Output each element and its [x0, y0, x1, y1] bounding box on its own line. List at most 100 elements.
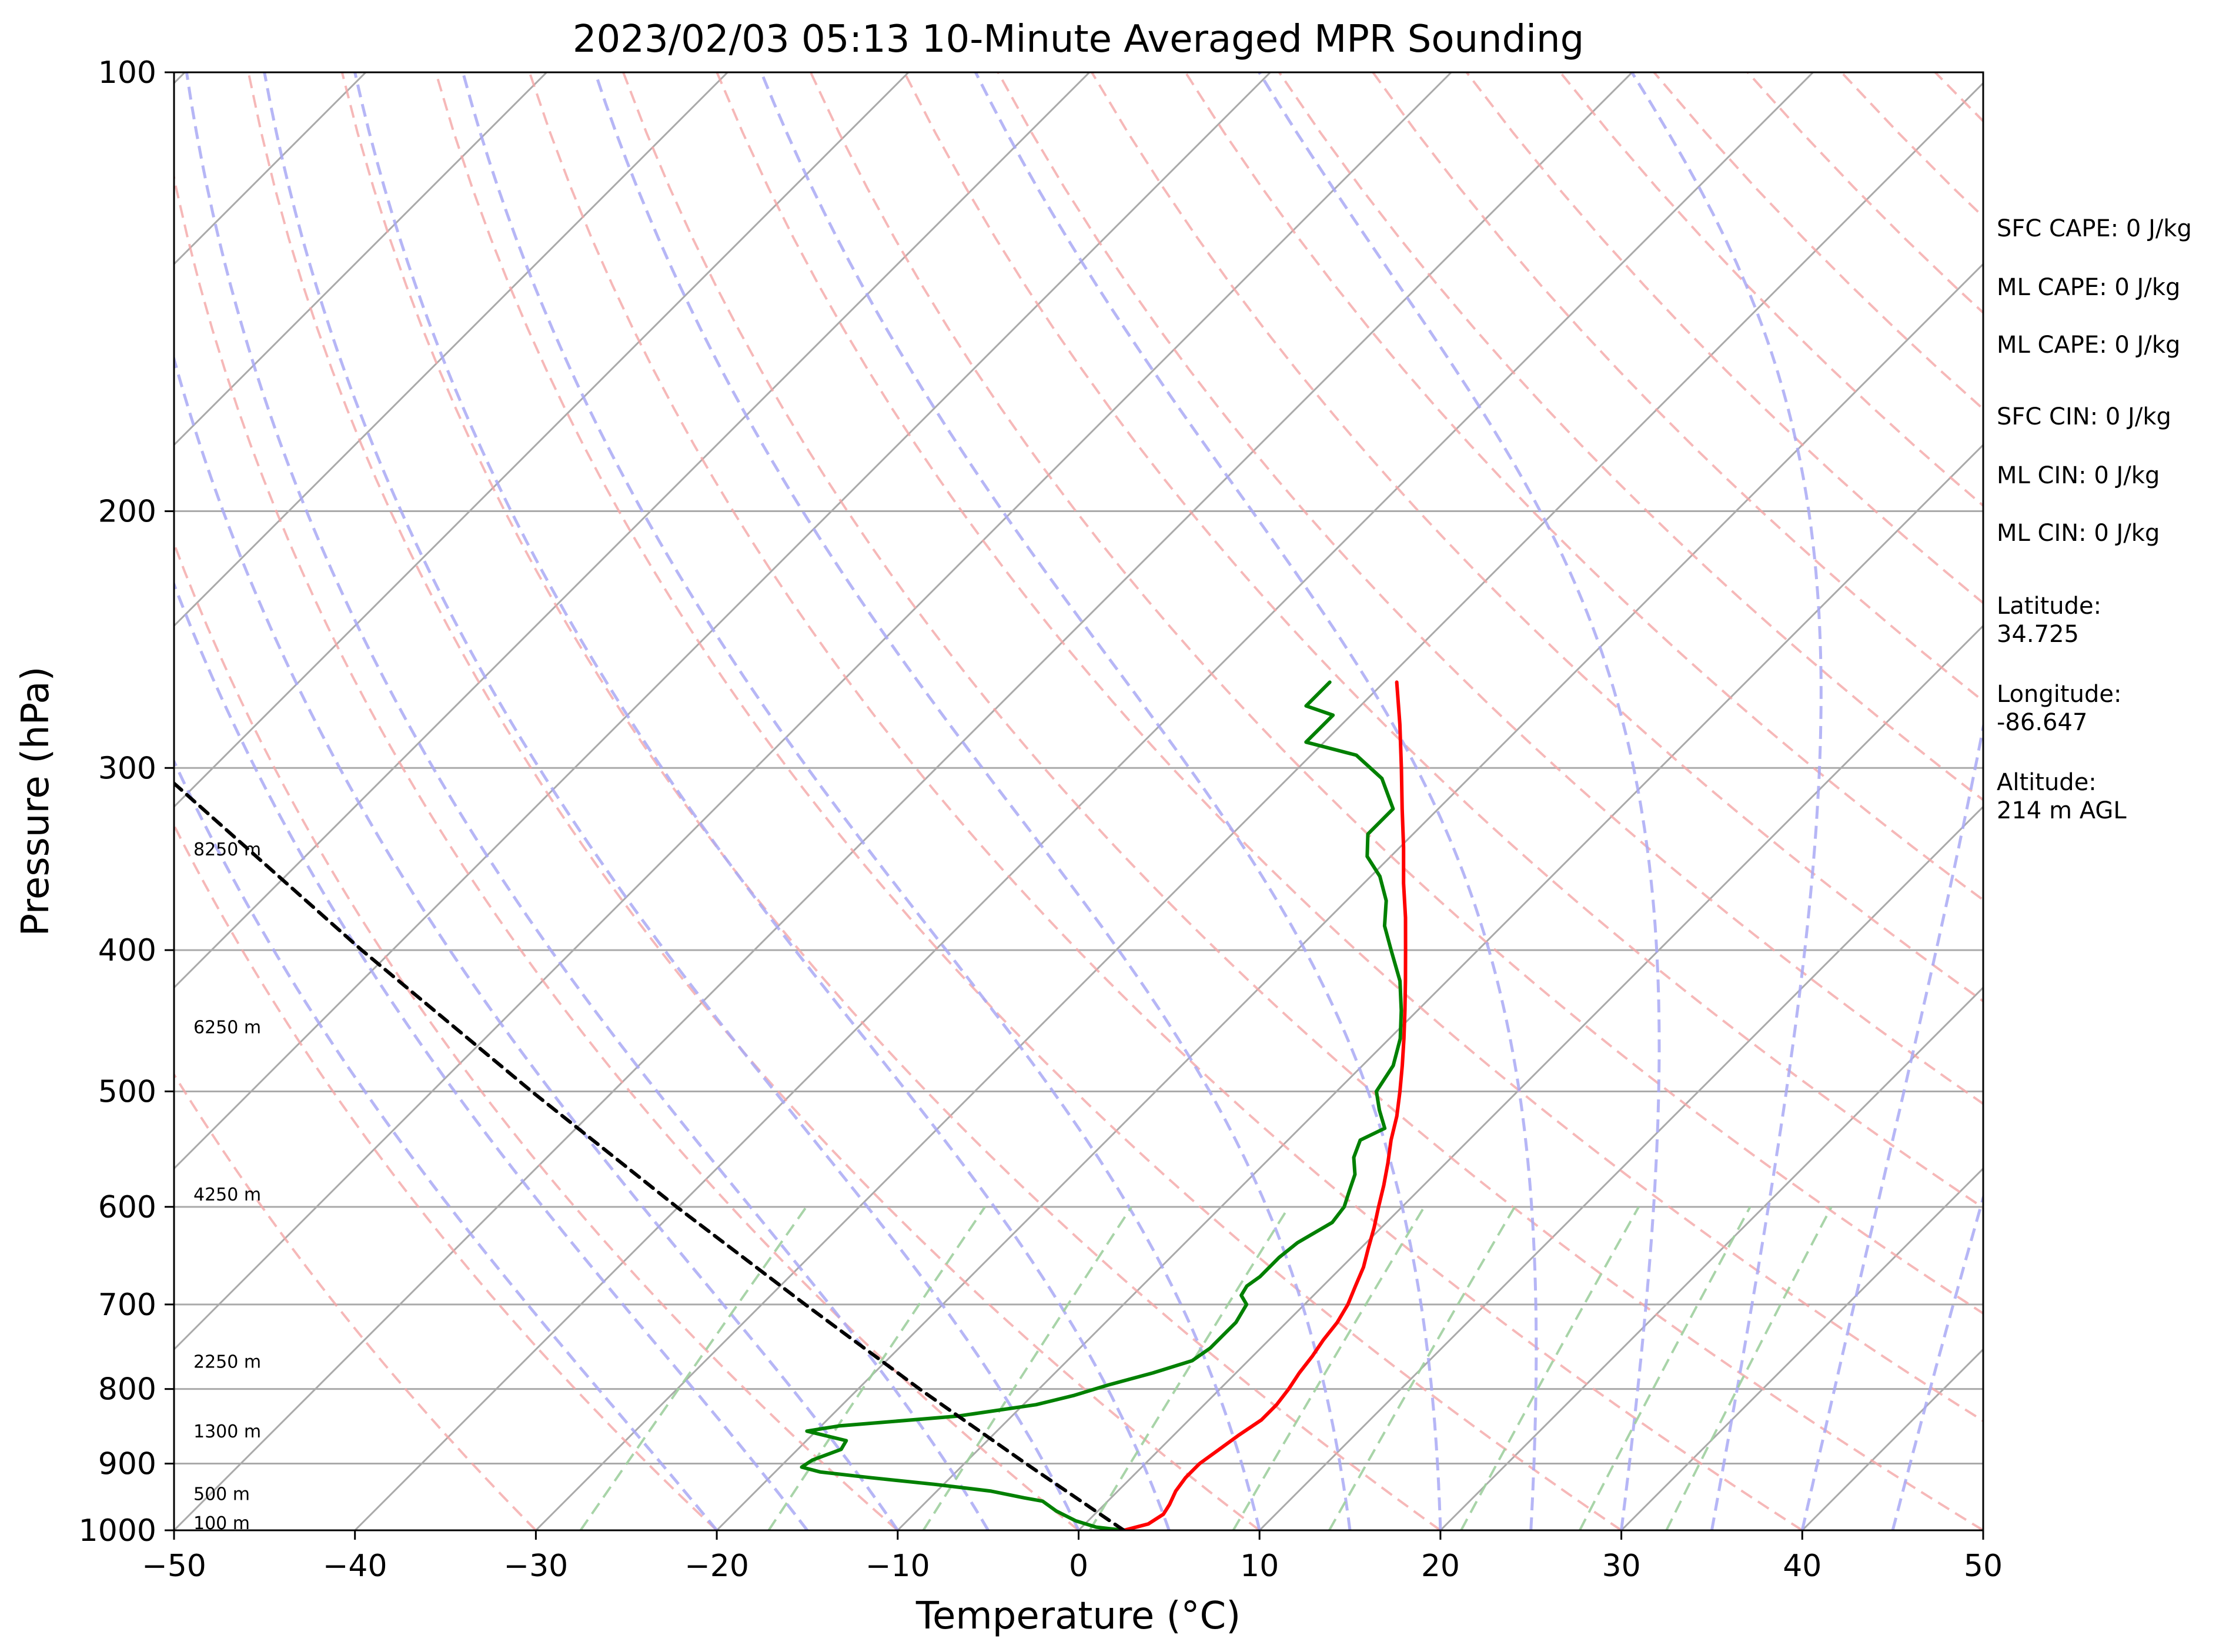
moist-adiabat-line — [174, 580, 808, 1530]
temperature-line — [1122, 680, 1408, 1530]
isotherm-line — [0, 72, 4, 1530]
x-tick-label: 50 — [1964, 1549, 2003, 1584]
height-label: 100 m — [193, 1513, 250, 1534]
mixing-ratio-line — [1232, 1206, 1426, 1530]
mixing-ratio-line — [1088, 1206, 1290, 1530]
data-series — [174, 680, 1408, 1530]
y-tick-label: 800 — [98, 1372, 156, 1407]
info-line: 214 m AGL — [1997, 797, 2127, 824]
dry-adiabat-line — [340, 72, 1442, 1530]
height-label: 2250 m — [193, 1352, 261, 1372]
height-label: 500 m — [193, 1484, 250, 1504]
dry-adiabat-line — [174, 1072, 537, 1530]
y-tick-label: 700 — [98, 1288, 156, 1323]
moist-adiabat-line — [593, 72, 1352, 1530]
info-line: ML CIN: 0 J/kg — [1997, 520, 2160, 547]
isotherm-line — [174, 72, 728, 627]
info-item: SFC CAPE: 0 J/kg — [1997, 215, 2192, 242]
info-item: ML CIN: 0 J/kg — [1997, 520, 2160, 547]
x-tick-label: −30 — [504, 1549, 569, 1584]
isotherm-line — [174, 72, 910, 808]
dry-adiabat-line — [174, 171, 1079, 1530]
info-line: 34.725 — [1997, 621, 2079, 648]
info-item: SFC CIN: 0 J/kg — [1997, 403, 2171, 430]
info-line: ML CAPE: 0 J/kg — [1997, 332, 2180, 359]
height-label: 1300 m — [193, 1422, 261, 1442]
moist-adiabat-line — [760, 72, 1442, 1530]
isotherm-line — [1078, 624, 1983, 1530]
moist-adiabat-line — [174, 758, 718, 1530]
y-tick-label: 400 — [98, 933, 156, 968]
moist-adiabat-line — [1258, 72, 1661, 1530]
dry-adiabat-line — [716, 72, 1983, 1423]
mixing-ratio-line — [1328, 1206, 1516, 1530]
y-tick-label: 600 — [98, 1190, 156, 1225]
isotherm-line — [1259, 805, 1983, 1530]
info-item: ML CIN: 0 J/kg — [1997, 462, 2160, 489]
isotherm-line — [174, 72, 1271, 1170]
plot-frame — [173, 71, 1984, 1531]
info-line: -86.647 — [1997, 709, 2087, 736]
dry-adiabat-line — [622, 72, 1983, 1530]
info-item: Longitude: -86.647 — [1997, 681, 2121, 736]
mixing-ratio-line — [1460, 1206, 1640, 1530]
height-label: 6250 m — [193, 1018, 261, 1038]
isotherm-line — [897, 443, 1983, 1530]
y-tick-label: 500 — [98, 1074, 156, 1109]
background-lines — [0, 72, 2226, 1530]
x-tick-label: 10 — [1240, 1549, 1279, 1584]
height-label: 8250 m — [193, 840, 261, 860]
height-labels: 100 m 500 m 1300 m 2250 m 4250 m 6250 m 8250 m — [193, 840, 261, 1534]
info-item: Latitude: 34.725 — [1997, 593, 2101, 648]
parcel-line — [174, 781, 1126, 1530]
info-line: Latitude: — [1997, 593, 2101, 620]
moist-adiabat-line — [263, 72, 1080, 1530]
x-axis-ticks: −50 −40 −30 −20 −10 0 10 20 30 40 50 — [142, 1530, 2003, 1584]
mixing-ratio-line — [767, 1206, 986, 1530]
moist-adiabat-line — [974, 72, 1538, 1530]
dewpoint-line — [800, 680, 1403, 1530]
mixing-ratio-line — [1665, 1206, 1833, 1530]
info-item: ML CAPE: 0 J/kg — [1997, 332, 2180, 359]
isotherm-line — [354, 72, 1814, 1530]
y-tick-label: 900 — [98, 1447, 156, 1482]
dry-adiabat-line — [2216, 72, 2226, 1530]
dry-adiabat-line — [1091, 72, 1983, 1003]
dry-adiabat-line — [247, 72, 1261, 1530]
x-tick-label: −50 — [142, 1549, 206, 1584]
moist-adiabat-line — [185, 72, 990, 1530]
dry-adiabat-line — [809, 72, 1983, 1315]
x-tick-label: −10 — [865, 1549, 930, 1584]
y-axis-label: Pressure (hPa) — [14, 666, 58, 936]
moist-adiabat-line — [1891, 1192, 1983, 1530]
x-tick-label: −40 — [323, 1549, 387, 1584]
isotherm-line — [535, 82, 1983, 1530]
x-tick-label: 20 — [1421, 1549, 1460, 1584]
dry-adiabat-line — [1184, 72, 1983, 902]
mixing-ratio-line — [1579, 1206, 1752, 1530]
x-tick-label: 30 — [1602, 1549, 1641, 1584]
info-item: ML CAPE: 0 J/kg — [1997, 274, 2180, 301]
isotherm-line — [174, 72, 547, 446]
dry-adiabat-line — [174, 540, 899, 1530]
isotherm-line — [174, 72, 1452, 1351]
info-panel: SFC CAPE: 0 J/kg ML CAPE: 0 J/kg ML CAPE: … — [1997, 215, 2192, 824]
isotherm-line — [1439, 986, 1983, 1530]
isotherm-line — [174, 72, 1633, 1530]
x-tick-label: 0 — [1069, 1549, 1088, 1584]
dry-adiabat-line — [528, 72, 1803, 1530]
dry-adiabat-line — [174, 822, 718, 1530]
y-tick-label: 100 — [98, 55, 156, 91]
dry-adiabat-line — [1372, 72, 1983, 703]
moist-adiabat-line — [353, 72, 1171, 1530]
isotherm-line — [174, 72, 1090, 989]
x-tick-label: 40 — [1783, 1549, 1821, 1584]
height-label: 4250 m — [193, 1185, 261, 1205]
moist-adiabat-line — [1800, 720, 1983, 1530]
isotherm-line — [716, 262, 1983, 1530]
moist-adiabat-line — [1630, 72, 1823, 1530]
y-tick-label: 300 — [98, 751, 156, 786]
info-line: ML CIN: 0 J/kg — [1997, 462, 2160, 489]
info-line: ML CAPE: 0 J/kg — [1997, 274, 2180, 301]
